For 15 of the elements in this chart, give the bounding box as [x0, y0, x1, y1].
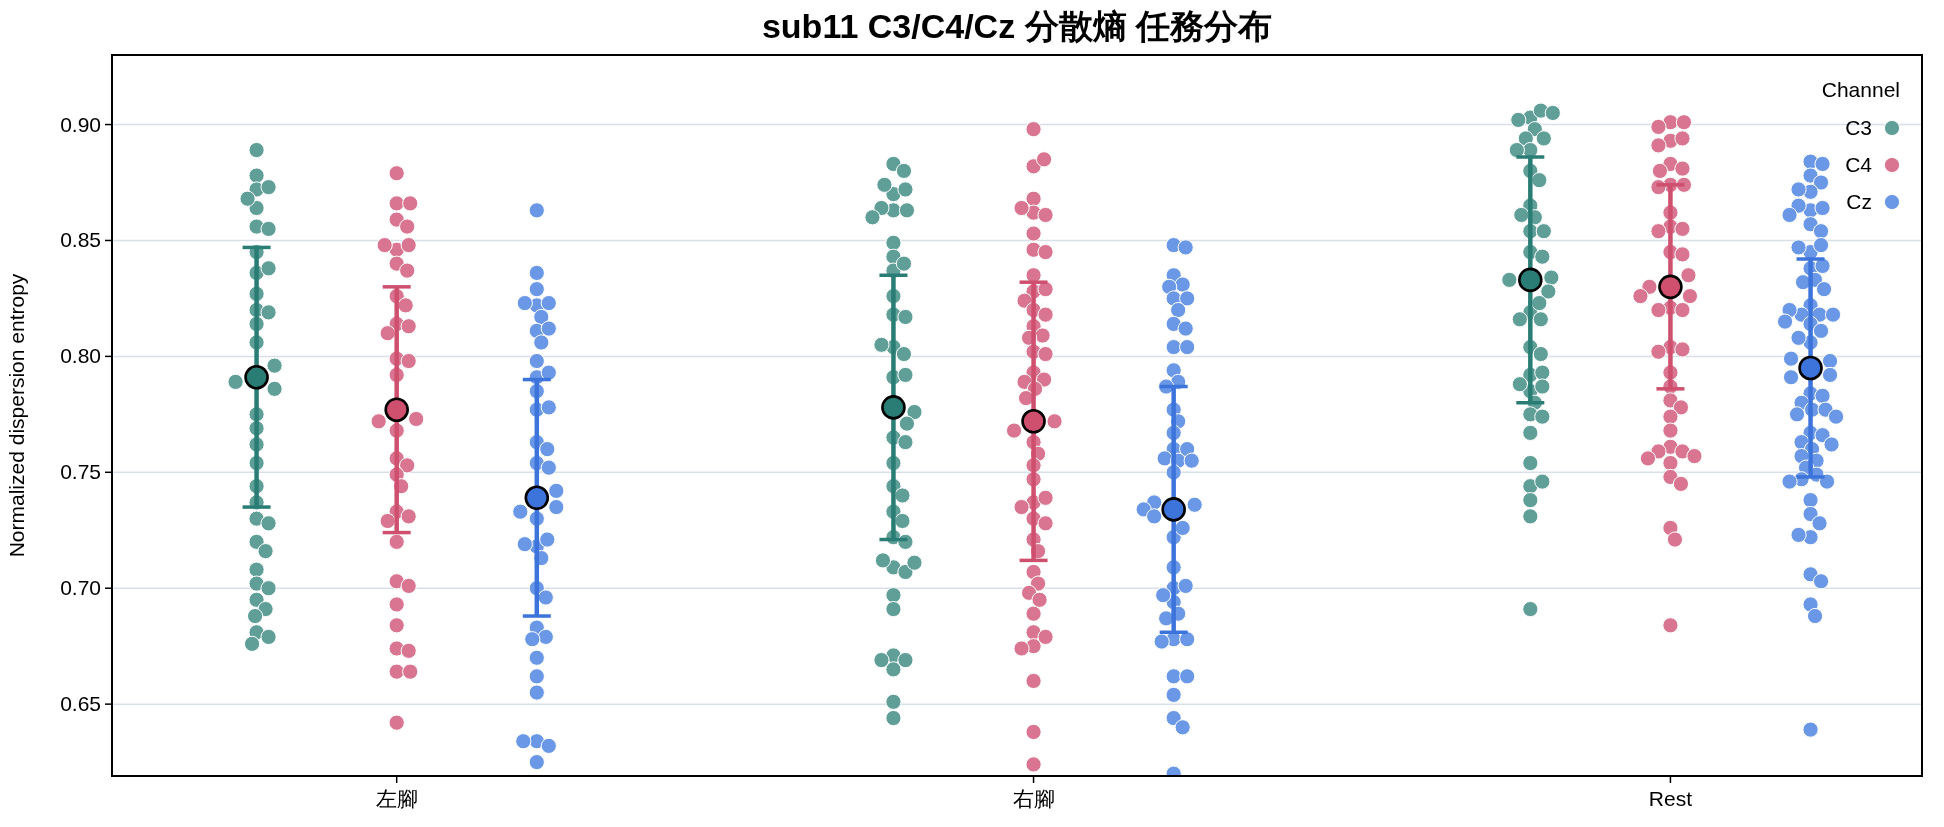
- x-tick-label: Rest: [1648, 787, 1693, 810]
- y-tick-label: 0.70: [60, 576, 101, 600]
- legend-label: C3: [1845, 116, 1872, 139]
- y-tick-label: 0.85: [60, 228, 101, 252]
- y-tick-label: 0.90: [60, 112, 101, 136]
- legend-label: C4: [1845, 153, 1873, 176]
- legend-title: Channel: [1821, 78, 1900, 101]
- y-axis-title: Normalized dispersion entropy: [5, 273, 28, 558]
- y-tick-label: 0.75: [60, 460, 101, 484]
- legend-label: Cz: [1846, 190, 1872, 213]
- x-tick-label: 左腳: [375, 787, 418, 810]
- y-tick-label: 0.65: [60, 692, 101, 716]
- x-tick-label: 右腳: [1012, 787, 1055, 810]
- chart-title: sub11 C3/C4/Cz 分散熵 任務分布: [761, 7, 1273, 45]
- y-tick-label: 0.80: [60, 344, 101, 368]
